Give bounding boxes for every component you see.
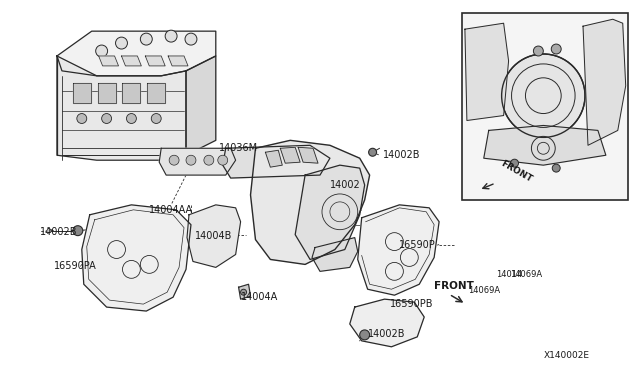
Circle shape: [140, 33, 152, 45]
Circle shape: [77, 113, 87, 124]
Circle shape: [116, 37, 127, 49]
Circle shape: [151, 113, 161, 124]
Text: 14004A: 14004A: [241, 292, 278, 302]
Polygon shape: [239, 284, 250, 299]
Circle shape: [533, 46, 543, 56]
Circle shape: [186, 155, 196, 165]
Text: 14002B: 14002B: [40, 227, 77, 237]
Polygon shape: [358, 205, 439, 295]
Circle shape: [502, 54, 585, 137]
Polygon shape: [266, 150, 282, 167]
Text: 14069A: 14069A: [511, 270, 543, 279]
Circle shape: [96, 45, 108, 57]
Bar: [462, 13, 628, 200]
Circle shape: [511, 159, 518, 167]
Text: 14002B: 14002B: [383, 150, 420, 160]
Text: 14002: 14002: [330, 180, 361, 190]
Text: 14002B: 14002B: [367, 329, 405, 339]
Polygon shape: [122, 56, 141, 66]
Text: 14014: 14014: [495, 270, 522, 279]
Text: FRONT: FRONT: [499, 159, 533, 184]
Polygon shape: [465, 23, 509, 121]
Polygon shape: [122, 83, 140, 103]
Polygon shape: [223, 145, 330, 178]
Text: X140002E: X140002E: [543, 351, 589, 360]
Circle shape: [165, 30, 177, 42]
Text: 14004B: 14004B: [195, 231, 232, 241]
Circle shape: [204, 155, 214, 165]
Circle shape: [218, 155, 228, 165]
Polygon shape: [187, 205, 241, 267]
Circle shape: [169, 155, 179, 165]
Circle shape: [73, 226, 83, 235]
Polygon shape: [186, 56, 216, 155]
Polygon shape: [98, 83, 116, 103]
Polygon shape: [159, 148, 236, 175]
Polygon shape: [280, 147, 300, 163]
Polygon shape: [99, 56, 118, 66]
Polygon shape: [312, 238, 358, 271]
Polygon shape: [82, 205, 191, 311]
Circle shape: [127, 113, 136, 124]
Polygon shape: [57, 56, 186, 160]
Polygon shape: [57, 31, 216, 76]
Polygon shape: [583, 19, 626, 145]
Circle shape: [360, 330, 370, 340]
Text: 14069A: 14069A: [468, 286, 500, 295]
Polygon shape: [298, 147, 318, 163]
Circle shape: [552, 164, 560, 172]
Polygon shape: [147, 83, 165, 103]
Circle shape: [102, 113, 111, 124]
Circle shape: [369, 148, 376, 156]
Circle shape: [241, 289, 246, 295]
Text: FRONT: FRONT: [434, 281, 474, 291]
Polygon shape: [350, 299, 424, 347]
Text: 16590P: 16590P: [399, 240, 436, 250]
Text: 14036M: 14036M: [219, 143, 258, 153]
Polygon shape: [73, 83, 91, 103]
Text: 16590PB: 16590PB: [390, 299, 433, 309]
Text: 14004AA: 14004AA: [149, 205, 193, 215]
Text: 16590PA: 16590PA: [54, 262, 97, 272]
Polygon shape: [145, 56, 165, 66]
Polygon shape: [250, 140, 370, 264]
Circle shape: [551, 44, 561, 54]
Polygon shape: [484, 125, 606, 165]
Circle shape: [185, 33, 197, 45]
Polygon shape: [168, 56, 188, 66]
Polygon shape: [295, 165, 365, 259]
